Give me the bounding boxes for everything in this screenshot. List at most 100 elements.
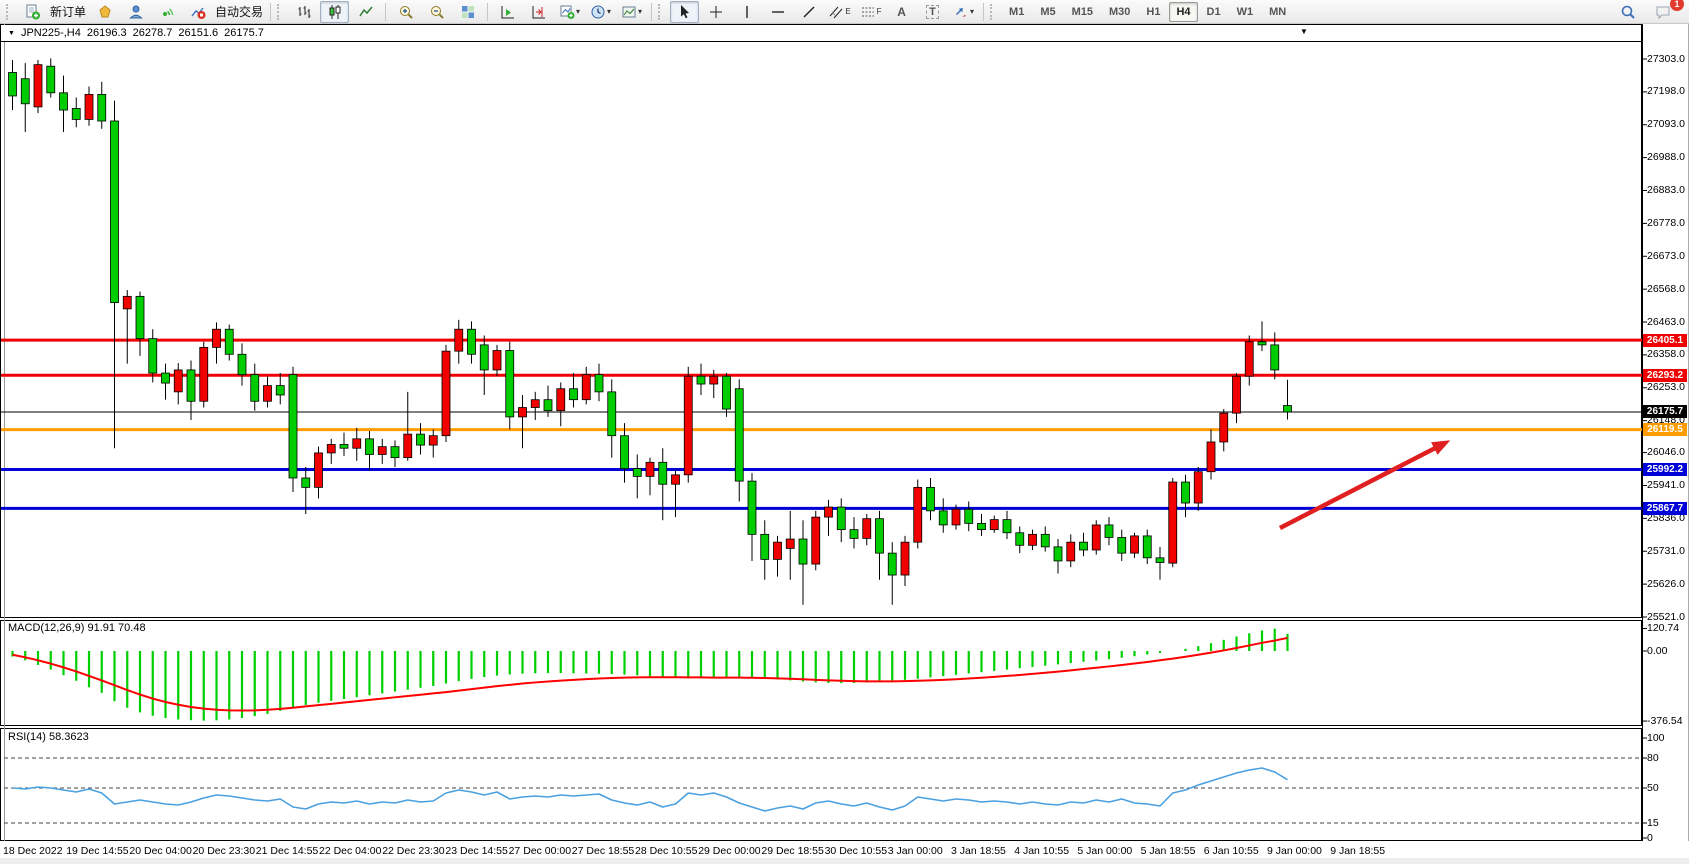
candle-body [301, 477, 311, 488]
new-order-label[interactable]: 新订单 [50, 5, 87, 19]
fibonacci-button[interactable]: F [856, 1, 885, 23]
candle-body [1104, 524, 1114, 538]
text-label-button[interactable]: T [918, 1, 947, 23]
timeframe-h1-button[interactable]: H1 [1146, 5, 1161, 18]
toolbar-grip[interactable] [990, 3, 997, 20]
rsi-tick-label: 80 [1647, 751, 1659, 764]
candle-body [964, 508, 974, 524]
horizontal-line-button[interactable] [763, 1, 792, 23]
dropdown-caret: ▾ [576, 7, 581, 16]
bar-chart-button[interactable] [289, 1, 318, 23]
indicators-button[interactable]: ▾ [555, 1, 584, 23]
toolbar-grip[interactable] [277, 3, 284, 20]
community-button[interactable] [121, 1, 150, 23]
resistance-line-1-badge: 26405.1 [1643, 333, 1687, 347]
zoom-out-icon [430, 5, 444, 19]
trend-arrow-line[interactable] [1278, 440, 1447, 531]
macd-tick-label: -376.54 [1647, 714, 1683, 727]
macd-indicator-label: MACD(12,26,9) 91.91 70.48 [8, 622, 146, 634]
auto-scroll-icon [501, 5, 514, 18]
trendline-button[interactable] [794, 1, 823, 23]
rsi-panel[interactable] [0, 728, 1642, 841]
periods-button[interactable]: ▾ [586, 1, 615, 23]
auto-trading-button[interactable] [183, 1, 212, 23]
templates-button[interactable]: ▾ [617, 1, 646, 23]
toolbar-grip[interactable] [6, 3, 13, 20]
toolbar-separator [270, 2, 272, 21]
search-icon [1621, 5, 1635, 19]
candle-body [250, 374, 260, 402]
toolbar-separator [651, 2, 653, 21]
vertical-line-button[interactable] [732, 1, 761, 23]
candle-body [1142, 535, 1152, 559]
candle-body [186, 369, 196, 402]
signals-button[interactable] [152, 1, 181, 23]
chart-shift-marker[interactable]: ▼ [1300, 27, 1308, 36]
text-tool-button[interactable]: A [887, 1, 916, 23]
arrows-tool-button[interactable]: ▾ [949, 1, 978, 23]
tile-windows-button[interactable] [453, 1, 482, 23]
candle-body [1053, 546, 1063, 562]
timeframe-m30-button[interactable]: M30 [1109, 5, 1131, 18]
timeframe-mn-button[interactable]: MN [1269, 5, 1287, 18]
candle-body [900, 541, 910, 576]
signals-icon [162, 7, 173, 16]
main-chart-panel[interactable] [0, 24, 1642, 618]
timeframe-m1-button[interactable]: M1 [1009, 5, 1025, 18]
fibo-sub-label: F [876, 7, 882, 16]
new-order-button[interactable] [18, 1, 47, 23]
auto-scroll-button[interactable] [493, 1, 522, 23]
timeframe-m15-button[interactable]: M15 [1071, 5, 1093, 18]
candle-body [8, 72, 17, 97]
candlestick-button[interactable] [320, 0, 350, 23]
candle-body [722, 375, 731, 410]
macd-panel[interactable] [0, 620, 1642, 726]
crosshair-icon [709, 5, 722, 18]
candle-body [989, 519, 999, 531]
candle-body [161, 372, 170, 384]
tile-windows-icon [461, 5, 474, 18]
candle-body [46, 65, 56, 94]
candle-body [59, 92, 68, 111]
equidistant-channel-button[interactable]: E [825, 1, 854, 23]
auto-trading-label[interactable]: 自动交易 [215, 5, 264, 19]
candle-body [594, 374, 604, 393]
rsi-indicator-label: RSI(14) 58.3623 [8, 731, 89, 743]
timeframe-w1-button[interactable]: W1 [1236, 5, 1254, 18]
notifications-button[interactable]: 1 [1649, 0, 1684, 23]
arrows-tool-icon [956, 7, 967, 17]
time-axis-label: 29 Dec 00:00 [698, 845, 761, 857]
zoom-out-button[interactable] [422, 1, 451, 23]
candle-body [658, 461, 668, 485]
candle-body [212, 328, 221, 348]
search-button[interactable] [1613, 1, 1642, 23]
rsi-tick-label: 100 [1647, 731, 1665, 744]
candle-body [632, 468, 642, 477]
candle-body [135, 295, 145, 340]
candle-body [1232, 375, 1241, 414]
toolbar-grip[interactable] [658, 3, 665, 20]
indicators-icon [560, 5, 575, 19]
fibonacci-icon [861, 7, 874, 16]
candle-body [760, 533, 770, 560]
price-tick-label: 25521.0 [1647, 610, 1685, 623]
toolbox-button[interactable] [90, 1, 119, 23]
cursor-button[interactable] [670, 0, 700, 23]
time-axis-label: 27 Dec 00:00 [508, 845, 572, 857]
timeframe-m5-button[interactable]: M5 [1040, 5, 1056, 18]
candle-body [71, 108, 81, 120]
chart-shift-button[interactable] [524, 1, 553, 23]
timeframe-h4-button[interactable]: H4 [1169, 1, 1198, 22]
candle-body [1002, 519, 1012, 534]
crosshair-button[interactable] [701, 1, 730, 23]
candle-body [1130, 535, 1139, 554]
candle-body [224, 328, 234, 355]
zoom-in-button[interactable] [391, 1, 420, 23]
candle-body [492, 350, 502, 371]
ohlc-dropdown-icon[interactable]: ▼ [8, 29, 15, 37]
trend-arrow-head[interactable] [1431, 440, 1451, 455]
candle-body [237, 353, 247, 376]
line-chart-button[interactable] [351, 1, 380, 23]
timeframe-d1-button[interactable]: D1 [1206, 5, 1221, 18]
